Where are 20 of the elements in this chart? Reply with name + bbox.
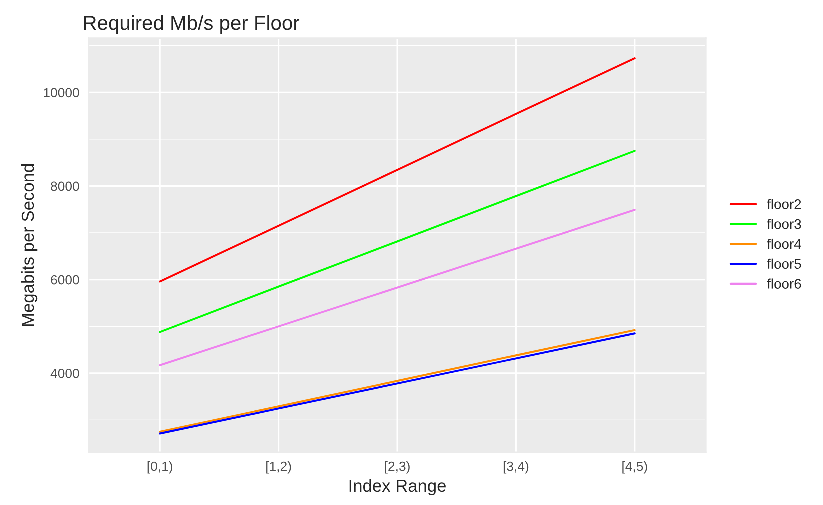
legend-label: floor5 bbox=[767, 258, 802, 270]
legend-label: floor4 bbox=[767, 238, 802, 250]
x-tick-label: [2,3) bbox=[385, 462, 410, 474]
line-series bbox=[159, 150, 636, 334]
y-tick-label: 6000 bbox=[51, 275, 80, 285]
legend-label: floor3 bbox=[767, 219, 802, 230]
x-tick-label: [1,2) bbox=[266, 462, 292, 474]
line-series bbox=[159, 209, 636, 366]
line-series bbox=[159, 58, 636, 283]
x-axis-title: Index Range bbox=[350, 479, 446, 496]
legend-label: floor6 bbox=[767, 278, 802, 289]
legend-label: floor2 bbox=[767, 199, 802, 210]
y-axis-title: Megabits per Second bbox=[21, 164, 38, 326]
y-tick-label: 4000 bbox=[50, 368, 80, 378]
x-tick-label: [0,1) bbox=[148, 462, 172, 474]
y-tick-label: 10000 bbox=[44, 88, 80, 98]
x-tick-label: [4,5) bbox=[622, 462, 648, 474]
x-tick-label: [3,4) bbox=[504, 462, 529, 474]
chart-title: Required Mb/s per Floor bbox=[84, 15, 300, 34]
y-tick-label: 8000 bbox=[51, 182, 80, 192]
